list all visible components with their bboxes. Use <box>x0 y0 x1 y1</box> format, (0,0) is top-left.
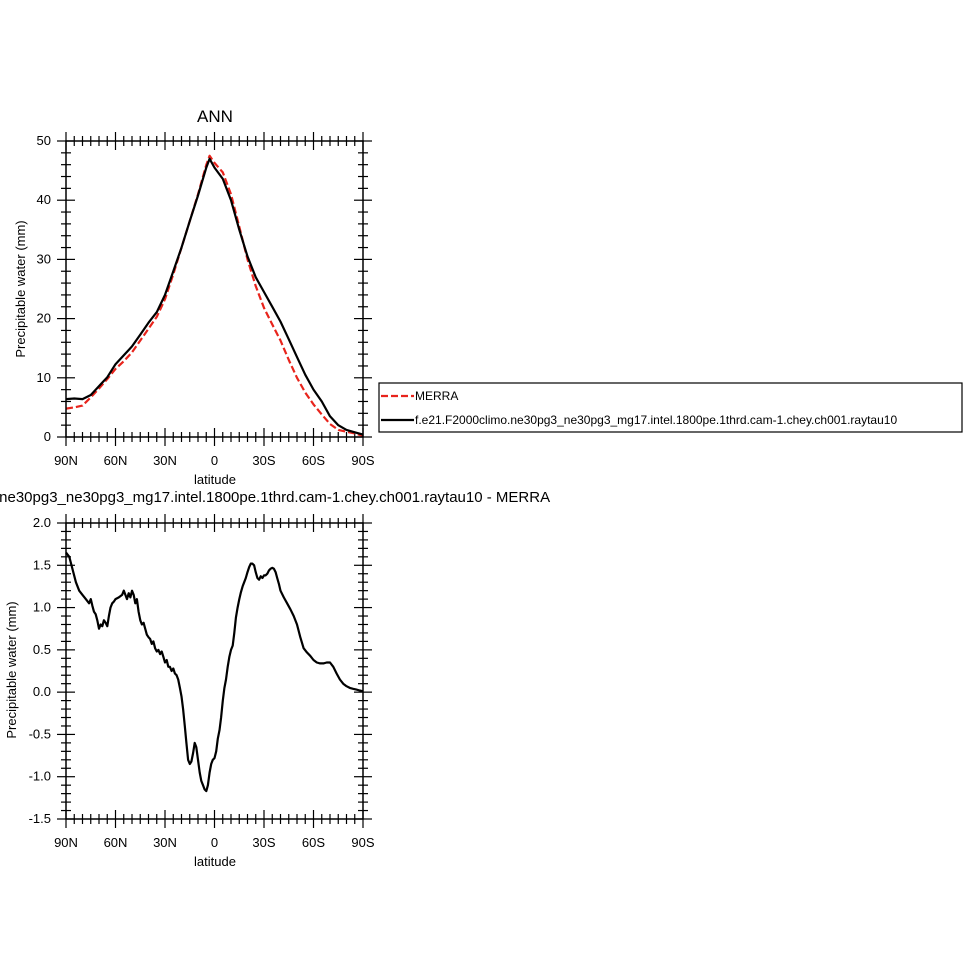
bottom-panel-series <box>65 551 364 793</box>
y-tick-label: 2.0 <box>33 515 51 530</box>
x-tick-label: 30S <box>252 835 275 850</box>
y-tick-label: 10 <box>37 370 51 385</box>
y-tick-label: 0.0 <box>33 684 51 699</box>
x-tick-label: 90S <box>351 835 374 850</box>
legend-label-merra: MERRA <box>415 389 458 403</box>
y-tick-label: -1.0 <box>29 769 51 784</box>
y-tick-label: -0.5 <box>29 726 51 741</box>
legend-box <box>378 382 963 433</box>
y-tick-label: 0.5 <box>33 642 51 657</box>
x-tick-label: 90S <box>351 453 374 468</box>
bottom-panel-xlabel: latitude <box>194 854 236 869</box>
y-tick-label: 30 <box>37 251 51 266</box>
x-tick-label: 0 <box>211 453 218 468</box>
y-tick-label: 0 <box>44 429 51 444</box>
bottom-panel-frame <box>65 522 364 820</box>
x-tick-label: 60N <box>104 835 128 850</box>
top-panel-frame <box>65 140 364 438</box>
y-tick-label: 20 <box>37 311 51 326</box>
series-line-1 <box>65 157 364 436</box>
series-line-0 <box>65 154 364 437</box>
bottom-panel-title: f.e21.F2000climo.ne30pg3_ne30pg3_mg17.in… <box>0 489 550 506</box>
top-panel-xlabel: latitude <box>194 472 236 487</box>
x-tick-label: 30S <box>252 453 275 468</box>
top-panel-ticks: 90N 60N 30N 0 30S 60S 90S 0 10 20 30 40 50 <box>37 132 375 468</box>
x-tick-label: 90N <box>54 835 78 850</box>
x-tick-label: 0 <box>211 835 218 850</box>
x-tick-label: 30N <box>153 835 177 850</box>
x-tick-label: 60S <box>302 453 325 468</box>
series-line-0 <box>65 551 364 793</box>
y-tick-label: 50 <box>37 133 51 148</box>
y-tick-label: 1.5 <box>33 557 51 572</box>
y-tick-label: 1.0 <box>33 600 51 615</box>
top-panel-ylabel: Precipitable water (mm) <box>13 220 28 357</box>
y-tick-label: -1.5 <box>29 811 51 826</box>
bottom-panel-ylabel: Precipitable water (mm) <box>4 601 19 738</box>
x-tick-label: 90N <box>54 453 78 468</box>
legend-label-model: f.e21.F2000climo.ne30pg3_ne30pg3_mg17.in… <box>415 413 897 427</box>
top-panel-annual-mean: ANN Precipitable water (mm) latitude 90N… <box>13 107 375 487</box>
bottom-panel-ticks: 90N 60N 30N 0 30S 60S 90S 2.0 1.5 1.0 0.5 0.0 -0.5 -1… <box>29 514 375 850</box>
x-tick-label: 30N <box>153 453 177 468</box>
x-tick-label: 60S <box>302 835 325 850</box>
y-tick-label: 40 <box>37 192 51 207</box>
top-panel-title: ANN <box>197 107 233 126</box>
x-tick-label: 60N <box>104 453 128 468</box>
top-panel-series <box>65 154 364 437</box>
bottom-panel-difference: f.e21.F2000climo.ne30pg3_ne30pg3_mg17.in… <box>0 489 550 869</box>
legend: MERRA f.e21.F2000climo.ne30pg3_ne30pg3_m… <box>378 382 963 433</box>
